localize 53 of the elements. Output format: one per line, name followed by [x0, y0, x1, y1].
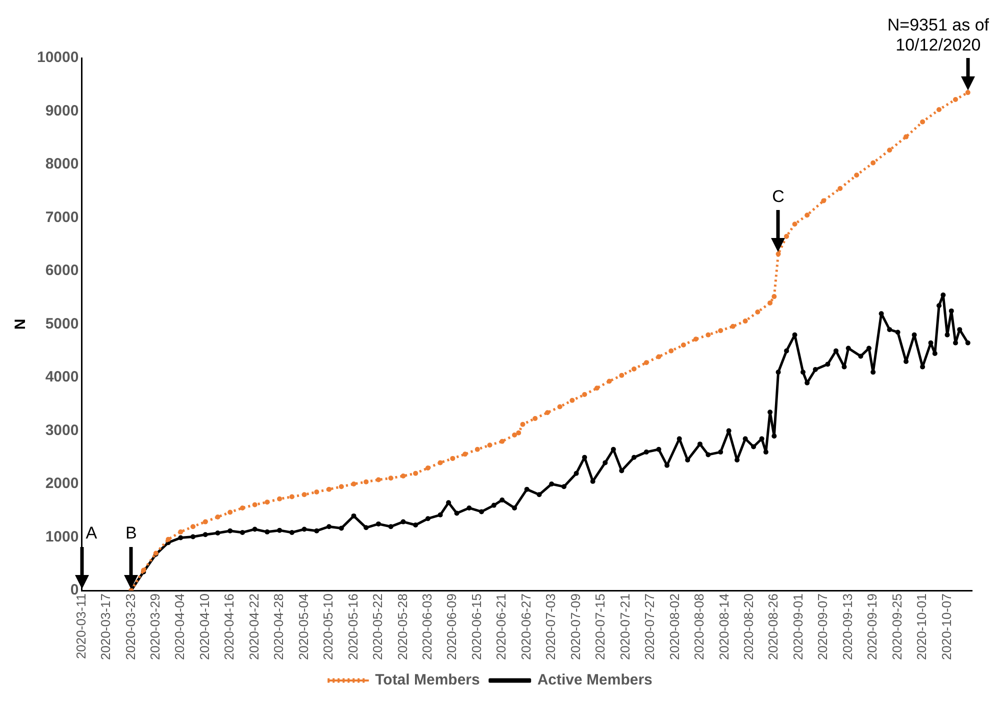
y-axis-title: N	[12, 318, 30, 330]
legend-label: Active Members	[537, 672, 652, 689]
x-tick-label: 2020-08-02	[666, 594, 682, 660]
x-tick-label: 2020-05-16	[345, 594, 360, 660]
y-tick-label: 4000	[45, 368, 79, 386]
x-tick-label: 2020-09-07	[815, 594, 830, 660]
x-tick-label: 2020-06-27	[518, 594, 534, 660]
x-tick-label: 2020-08-14	[716, 594, 732, 660]
x-tick-label: 2020-09-19	[864, 594, 880, 660]
x-tick-label: 2020-05-10	[320, 594, 336, 660]
x-tick-label: 2020-05-04	[296, 594, 311, 660]
x-tick-label: 2020-06-03	[420, 594, 435, 660]
y-tick-label: 9000	[45, 102, 79, 120]
y-tick-label: 2000	[45, 475, 79, 492]
y-tick-label: 7000	[45, 208, 79, 226]
x-tick-label: 2020-04-22	[246, 594, 262, 660]
x-tick-label: 2020-10-07	[938, 594, 954, 660]
x-tick-label: 2020-06-09	[444, 594, 460, 660]
x-tick-label: 2020-07-27	[642, 594, 658, 660]
x-tick-label: 2020-04-16	[222, 594, 237, 660]
x-tick-label: 2020-04-28	[271, 594, 286, 660]
x-tick-label: 2020-05-22	[370, 594, 386, 660]
x-tick-label: 2020-05-28	[394, 594, 410, 660]
y-tick-label: 8000	[45, 156, 79, 173]
x-tick-label: 2020-09-01	[790, 594, 806, 660]
y-tick-label: 1000	[45, 528, 79, 546]
y-tick-label: 5000	[45, 315, 79, 332]
x-tick-label: 2020-03-11	[73, 594, 88, 660]
x-tick-label: 2020-03-29	[147, 594, 162, 660]
annotation: A	[86, 524, 98, 543]
annotation: C	[772, 187, 784, 206]
x-tick-label: 2020-07-09	[568, 594, 583, 660]
legend-label: Total Members	[375, 672, 480, 689]
annotation: B	[126, 524, 137, 543]
x-tick-label: 2020-08-08	[692, 594, 707, 660]
x-tick-label: 2020-07-15	[592, 594, 608, 660]
x-tick-label: 2020-09-25	[889, 594, 904, 660]
x-tick-label: 2020-04-10	[196, 594, 212, 660]
x-tick-label: 2020-06-21	[494, 594, 509, 660]
x-tick-label: 2020-08-20	[741, 594, 756, 660]
x-tick-label: 2020-03-17	[98, 594, 114, 660]
x-tick-label: 2020-07-03	[543, 594, 558, 660]
x-tick-label: 2020-07-21	[617, 594, 632, 660]
x-tick-label: 2020-03-23	[122, 594, 138, 660]
x-tick-label: 2020-08-26	[766, 594, 781, 660]
x-tick-label: 2020-06-15	[468, 594, 484, 660]
x-tick-label: 2020-10-01	[914, 594, 930, 660]
y-tick-label: 6000	[45, 262, 79, 280]
x-tick-label: 2020-04-04	[172, 594, 188, 660]
y-tick-label: 3000	[45, 422, 79, 439]
y-tick-label: 10000	[36, 49, 79, 66]
x-tick-label: 2020-09-13	[840, 594, 855, 660]
annotation: N=9351 as of 10/12/2020	[887, 15, 990, 54]
